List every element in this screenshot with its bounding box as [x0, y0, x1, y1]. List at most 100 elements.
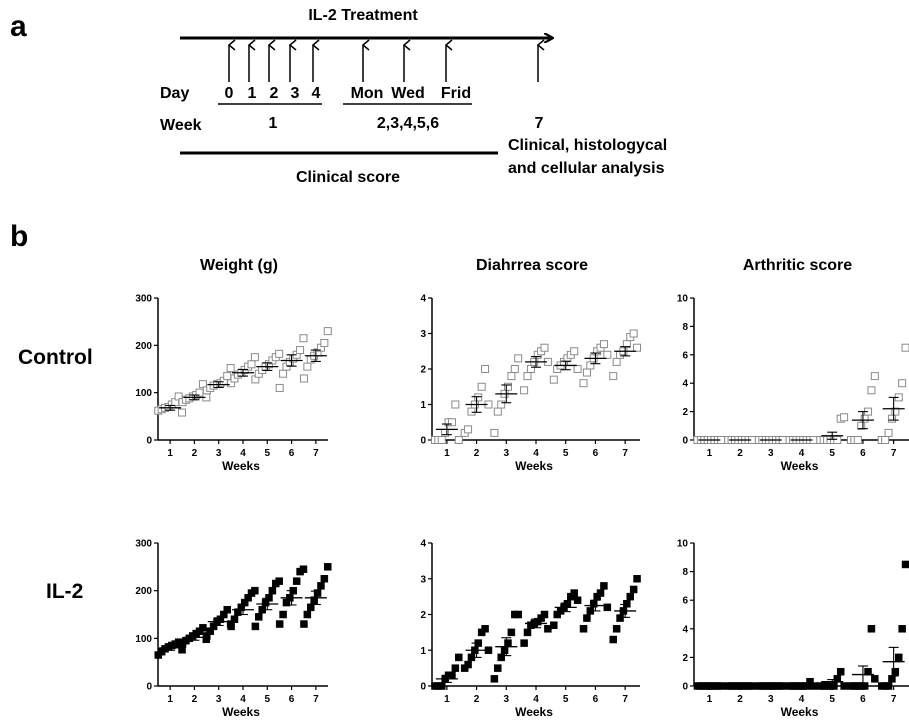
il2-diarrhea-data-point	[514, 610, 522, 619]
il2-diarrhea-data-point	[550, 621, 558, 629]
il2-diarrhea-data-point	[623, 600, 631, 608]
control-weight-x-label: Weeks	[222, 459, 260, 473]
il2-diarrhea-data-point	[603, 603, 612, 612]
control-diarrhea-x-tick-label: 4	[533, 448, 539, 459]
il2-diarrhea-data-point	[497, 653, 505, 662]
il2-diarrhea-data-point	[481, 625, 489, 633]
il2-diarrhea-x-tick-label: 2	[474, 694, 480, 705]
il2-diarrhea-data-point	[490, 675, 499, 683]
control-diarrhea-data-point	[514, 354, 523, 363]
il2-diarrhea-x-label: Weeks	[515, 705, 553, 719]
il2-arthritic-data-point	[894, 653, 903, 662]
control-diarrhea-data-point	[467, 407, 476, 416]
control-arthritic-title: Arthritic score	[743, 257, 852, 274]
day-3-label: 3	[291, 85, 300, 102]
control-diarrhea-x-tick-label: 2	[474, 448, 480, 459]
control-arthritic-x-tick-label: 1	[707, 448, 713, 459]
control-weight-x-tick-label: 4	[240, 448, 246, 459]
control-arthritic-x-tick-label: 7	[891, 448, 897, 459]
il2-weight-x-tick-label: 6	[289, 694, 295, 705]
control-arthritic-data-point	[887, 414, 896, 423]
il2-weight-x-tick-label: 2	[192, 694, 198, 705]
analysis-label-line-1: Clinical, histologycal	[508, 137, 667, 154]
il2-diarrhea-data-point	[600, 582, 608, 590]
day-1-label: 1	[248, 85, 257, 102]
il2-weight-data-point	[320, 575, 329, 583]
control-diarrhea-y-tick-label: 1	[420, 400, 426, 411]
control-diarrhea-y-tick-label: 2	[420, 365, 426, 376]
control-arthritic-y-tick-label: 8	[682, 322, 688, 333]
day-frid-label: Frid	[441, 85, 471, 102]
injection-arrows	[229, 45, 538, 82]
analysis-label-line-2: and cellular analysis	[508, 160, 665, 177]
il2-arthritic-x-tick-label: 7	[891, 694, 897, 705]
day-row-label: Day	[160, 85, 189, 102]
il2-arthritic-data-point	[840, 682, 848, 690]
control-arthritic-x-tick-label: 5	[829, 448, 835, 459]
control-arthritic-data-point	[840, 413, 849, 422]
il2-arthritic-x-label: Weeks	[781, 705, 819, 719]
il2-diarrhea-x-tick-label: 7	[622, 694, 628, 705]
il2-weight-y-tick-label: 200	[135, 586, 152, 597]
control-diarrhea-x-tick-label: 1	[444, 448, 450, 459]
control-diarrhea-data-point	[490, 428, 499, 437]
control-weight-data-point	[320, 338, 329, 347]
week-row-label: Week	[160, 117, 202, 134]
il2-arthritic-data-point	[901, 560, 909, 569]
plot-control-weight: Weight (g) 0 100 200 300 1 2 3 4 5 6 7 Weeks	[135, 257, 332, 473]
il2-diarrhea-data-point	[464, 660, 472, 669]
control-diarrhea-data-point	[464, 425, 473, 434]
control-diarrhea-data-point	[523, 372, 532, 381]
control-diarrhea-data-point	[477, 382, 486, 391]
il2-weight-x-tick-label: 5	[265, 694, 271, 705]
control-arthritic-data-point	[891, 407, 900, 416]
il2-diarrhea-data-point	[626, 592, 634, 601]
control-arthritic-x-tick-label: 3	[768, 448, 774, 459]
il2-diarrhea-data-point	[504, 639, 512, 647]
il2-diarrhea-y-tick-label: 3	[420, 574, 426, 585]
il2-weight-data-point	[292, 577, 301, 585]
control-diarrhea-data-point	[493, 407, 502, 416]
control-weight-x-tick-label: 2	[192, 448, 198, 459]
il2-arthritic-data-point	[891, 667, 900, 676]
il2-weight-y-tick-label: 300	[135, 539, 152, 550]
il2-diarrhea-data-point	[579, 625, 588, 633]
control-weight-data-point	[250, 353, 259, 362]
il2-diarrhea-data-point	[616, 614, 624, 622]
il2-diarrhea-data-point	[451, 664, 460, 672]
il2-arthritic-x-tick-label: 5	[829, 694, 835, 705]
control-diarrhea-data-point	[437, 436, 446, 444]
il2-arthritic-data-point	[871, 675, 879, 683]
control-arthritic-data-point	[881, 436, 890, 444]
il2-arthritic-data-point	[836, 667, 845, 676]
day-4-label: 4	[312, 85, 321, 102]
il2-weight-x-tick-label: 4	[240, 694, 246, 705]
control-weight-data-point	[279, 369, 288, 378]
control-weight-data-point	[303, 362, 312, 371]
control-diarrhea-data-point	[579, 379, 588, 388]
control-diarrhea-data-point	[582, 368, 591, 377]
il2-arthritic-y-tick-label: 2	[682, 653, 688, 664]
control-diarrhea-data-point	[510, 365, 519, 373]
il2-arthritic-x-tick-label: 4	[799, 694, 805, 705]
control-arthritic-y-tick-label: 0	[682, 436, 688, 447]
control-weight-data-point	[226, 364, 235, 373]
il2-arthritic-y-tick-label: 0	[682, 682, 688, 693]
il2-weight-y-tick-label: 100	[135, 634, 152, 645]
il2-diarrhea-x-tick-label: 5	[563, 694, 569, 705]
il2-weight-data-point	[324, 563, 332, 571]
control-diarrhea-data-point	[451, 400, 460, 409]
control-weight-x-tick-label: 1	[167, 448, 173, 459]
il2-diarrhea-data-point	[596, 589, 605, 597]
control-weight-x-tick-label: 5	[265, 448, 271, 459]
control-weight-title: Weight (g)	[200, 257, 278, 274]
il2-diarrhea-data-point	[438, 682, 446, 690]
il2-weight-x-label: Weeks	[222, 705, 260, 719]
control-diarrhea-data-point	[441, 428, 450, 437]
plot-il2-diarrhea: 0 1 2 3 4 1 2 3 4 5 6 7 Weeks	[420, 539, 641, 719]
il2-weight-data-point	[275, 620, 284, 628]
control-diarrhea-x-tick-label: 6	[593, 448, 599, 459]
il2-arthritic-data-point	[867, 625, 876, 633]
control-weight-data-point	[296, 346, 305, 355]
